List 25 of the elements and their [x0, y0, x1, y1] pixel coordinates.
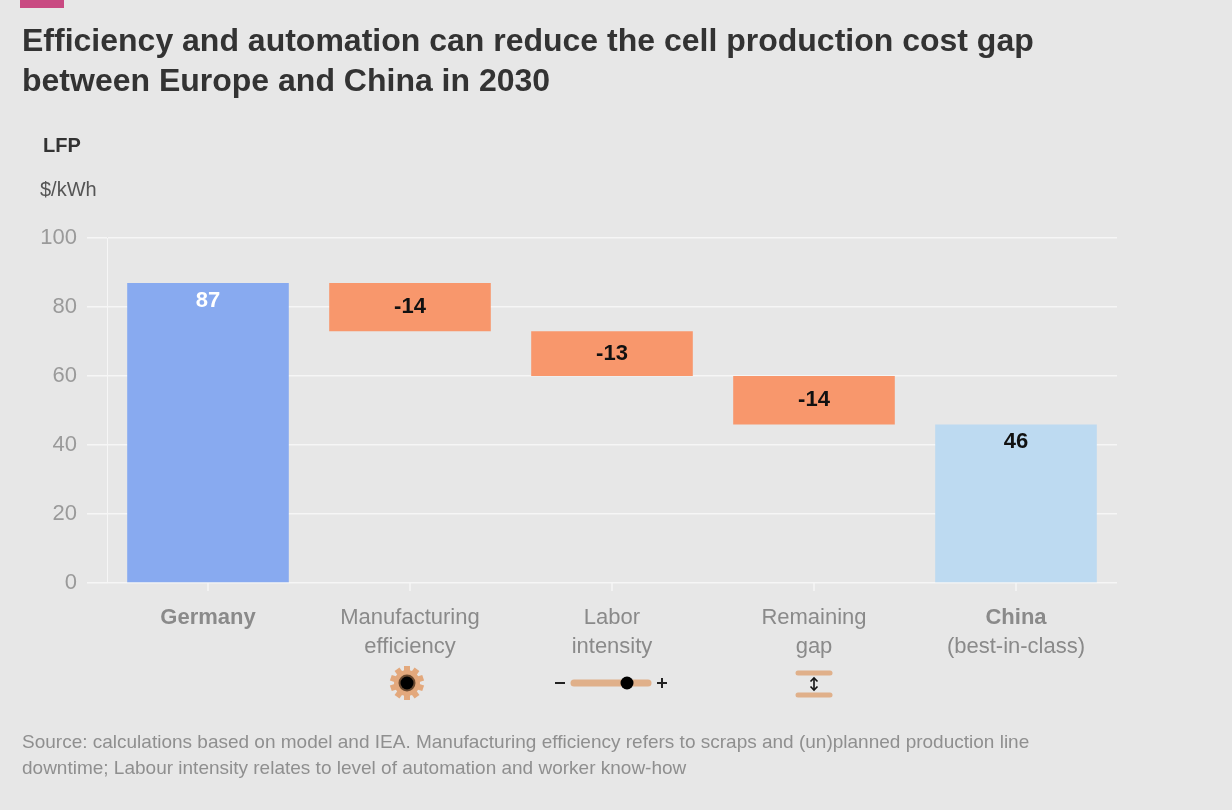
x-tick-label: Labor intensity	[571, 604, 653, 659]
data-label: -13	[596, 339, 628, 365]
y-tick-label: 80	[52, 293, 77, 319]
bar	[935, 424, 1097, 583]
y-tick-label: 60	[52, 362, 77, 388]
data-label: -14	[798, 386, 831, 412]
y-tick-label: 40	[52, 431, 77, 457]
y-tick-label: 100	[40, 224, 77, 250]
bar	[733, 376, 895, 425]
x-tick-label: Germany	[160, 604, 257, 630]
y-tick-label: 0	[64, 569, 77, 595]
bar	[127, 283, 289, 583]
bar	[531, 331, 693, 377]
data-label: 87	[195, 287, 221, 313]
bar	[329, 283, 491, 332]
y-tick-label: 20	[52, 500, 77, 526]
chart-subtitle: LFP	[43, 134, 81, 157]
data-label: 46	[1003, 428, 1029, 454]
chart-title: Efficiency and automation can reduce the cell production cost gap between Europe and China in 2030	[22, 21, 1035, 100]
source-note: Source: calculations based on model and IEA. Manufacturing efficiency refers to scraps and (un)planned production line downtime; Labour intensity relates to level of automation and worker know-how	[22, 730, 1031, 780]
x-tick-label: Remaining gap	[761, 604, 867, 659]
data-label: -14	[394, 293, 427, 319]
x-tick-label: China (best-in-class)	[946, 604, 1086, 659]
x-tick-label: Manufacturing efficiency	[340, 604, 480, 659]
y-axis-title: $/kWh	[40, 178, 97, 201]
